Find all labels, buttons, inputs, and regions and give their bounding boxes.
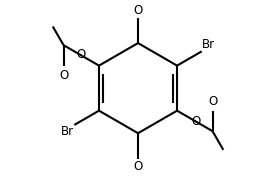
Text: O: O xyxy=(59,68,68,82)
Text: O: O xyxy=(191,115,200,128)
Text: O: O xyxy=(133,4,143,17)
Text: O: O xyxy=(133,160,143,173)
Text: O: O xyxy=(208,95,217,108)
Text: Br: Br xyxy=(61,125,74,138)
Text: O: O xyxy=(76,48,85,61)
Text: Br: Br xyxy=(202,38,215,51)
